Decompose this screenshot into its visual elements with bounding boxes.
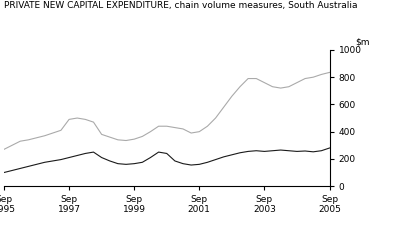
Equipment, plant and machinery — [172, 126, 177, 129]
Buildings and structures — [197, 163, 202, 166]
Buildings and structures — [67, 156, 71, 159]
Equipment, plant and machinery — [99, 133, 104, 136]
Buildings and structures — [164, 152, 169, 155]
Buildings and structures — [254, 149, 258, 152]
Equipment, plant and machinery — [262, 81, 267, 84]
Buildings and structures — [75, 154, 79, 157]
Buildings and structures — [148, 156, 153, 159]
Equipment, plant and machinery — [303, 77, 307, 80]
Buildings and structures — [2, 171, 6, 174]
Equipment, plant and machinery — [42, 134, 47, 137]
Buildings and structures — [213, 158, 218, 161]
Equipment, plant and machinery — [148, 130, 153, 133]
Equipment, plant and machinery — [107, 136, 112, 138]
Equipment, plant and machinery — [254, 77, 258, 80]
Buildings and structures — [286, 149, 291, 152]
Equipment, plant and machinery — [311, 76, 316, 79]
Equipment, plant and machinery — [34, 136, 39, 139]
Equipment, plant and machinery — [229, 95, 234, 98]
Buildings and structures — [221, 155, 226, 158]
Buildings and structures — [295, 150, 299, 153]
Buildings and structures — [50, 160, 55, 162]
Equipment, plant and machinery — [205, 125, 210, 128]
Line: Equipment, plant and machinery: Equipment, plant and machinery — [4, 72, 330, 149]
Buildings and structures — [205, 161, 210, 164]
Buildings and structures — [262, 150, 267, 153]
Buildings and structures — [26, 165, 31, 168]
Text: PRIVATE NEW CAPITAL EXPENDITURE, chain volume measures, South Australia: PRIVATE NEW CAPITAL EXPENDITURE, chain v… — [4, 1, 357, 10]
Equipment, plant and machinery — [181, 128, 185, 130]
Equipment, plant and machinery — [58, 129, 63, 132]
Equipment, plant and machinery — [91, 121, 96, 123]
Equipment, plant and machinery — [319, 73, 324, 76]
Text: $m: $m — [355, 37, 370, 47]
Equipment, plant and machinery — [2, 148, 6, 151]
Line: Buildings and structures: Buildings and structures — [4, 148, 330, 173]
Buildings and structures — [270, 149, 275, 152]
Equipment, plant and machinery — [123, 139, 128, 142]
Buildings and structures — [278, 149, 283, 151]
Equipment, plant and machinery — [116, 138, 120, 141]
Buildings and structures — [237, 151, 242, 154]
Buildings and structures — [181, 162, 185, 165]
Buildings and structures — [156, 151, 161, 153]
Buildings and structures — [303, 150, 307, 152]
Buildings and structures — [311, 151, 316, 153]
Buildings and structures — [123, 163, 128, 166]
Buildings and structures — [319, 149, 324, 152]
Equipment, plant and machinery — [132, 138, 137, 141]
Buildings and structures — [34, 163, 39, 166]
Equipment, plant and machinery — [189, 132, 193, 134]
Equipment, plant and machinery — [295, 81, 299, 84]
Buildings and structures — [132, 162, 137, 165]
Equipment, plant and machinery — [156, 125, 161, 128]
Buildings and structures — [58, 158, 63, 161]
Buildings and structures — [107, 160, 112, 162]
Equipment, plant and machinery — [237, 85, 242, 88]
Equipment, plant and machinery — [278, 87, 283, 89]
Equipment, plant and machinery — [83, 118, 88, 121]
Buildings and structures — [83, 152, 88, 155]
Equipment, plant and machinery — [327, 71, 332, 74]
Equipment, plant and machinery — [213, 117, 218, 119]
Equipment, plant and machinery — [10, 144, 14, 147]
Equipment, plant and machinery — [26, 138, 31, 141]
Equipment, plant and machinery — [246, 77, 251, 80]
Equipment, plant and machinery — [140, 135, 145, 138]
Buildings and structures — [189, 164, 193, 166]
Buildings and structures — [116, 162, 120, 165]
Buildings and structures — [99, 156, 104, 159]
Buildings and structures — [229, 153, 234, 156]
Buildings and structures — [327, 147, 332, 149]
Buildings and structures — [172, 160, 177, 162]
Equipment, plant and machinery — [75, 117, 79, 119]
Equipment, plant and machinery — [221, 106, 226, 109]
Equipment, plant and machinery — [286, 85, 291, 88]
Equipment, plant and machinery — [164, 125, 169, 128]
Buildings and structures — [18, 167, 23, 170]
Buildings and structures — [140, 161, 145, 164]
Buildings and structures — [246, 150, 251, 153]
Buildings and structures — [10, 169, 14, 172]
Equipment, plant and machinery — [67, 118, 71, 121]
Equipment, plant and machinery — [270, 85, 275, 88]
Buildings and structures — [42, 161, 47, 164]
Equipment, plant and machinery — [18, 140, 23, 143]
Equipment, plant and machinery — [197, 130, 202, 133]
Buildings and structures — [91, 151, 96, 153]
Equipment, plant and machinery — [50, 132, 55, 134]
